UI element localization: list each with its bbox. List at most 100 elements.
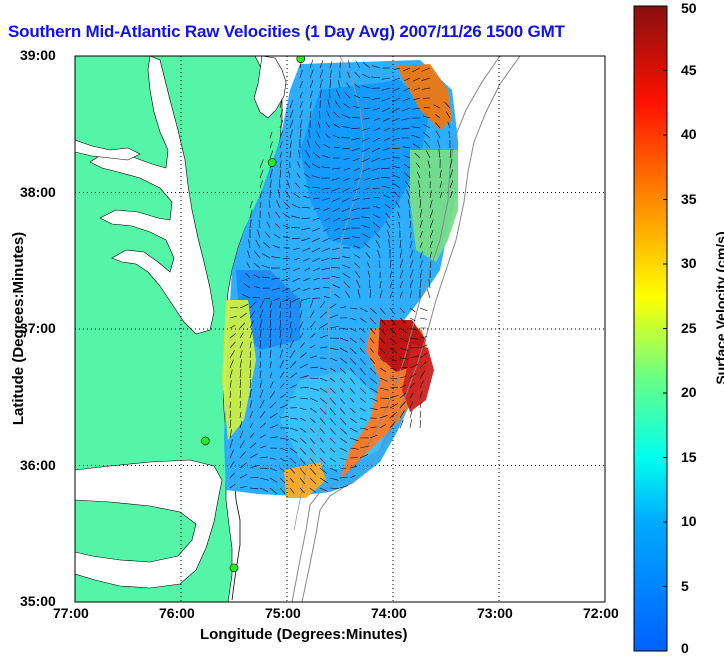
- velocity-arrow: [303, 277, 311, 282]
- velocity-arrow: [402, 146, 411, 149]
- velocity-arrow: [371, 65, 381, 69]
- velocity-arrow: [321, 257, 331, 262]
- velocity-arrow: [272, 297, 281, 301]
- velocity-arrow: [422, 123, 431, 129]
- velocity-arrow: [401, 117, 411, 121]
- velocity-arrow: [322, 237, 331, 242]
- velocity-arrow: [339, 377, 345, 384]
- velocity-arrow: [409, 220, 411, 229]
- velocity-arrow: [389, 403, 398, 409]
- velocity-arrow: [319, 300, 326, 309]
- velocity-arrow: [373, 222, 381, 229]
- velocity-arrow: [279, 404, 288, 409]
- velocity-arrow: [249, 379, 252, 389]
- velocity-arrow: [419, 344, 428, 349]
- velocity-arrow: [294, 182, 301, 189]
- velocity-arrow: [359, 307, 368, 313]
- velocity-arrow: [349, 377, 356, 385]
- velocity-arrow: [392, 127, 401, 131]
- velocity-arrow: [349, 427, 358, 433]
- velocity-arrow: [302, 247, 311, 252]
- velocity-arrow: [349, 357, 357, 365]
- velocity-arrow: [429, 261, 432, 269]
- velocity-arrow: [279, 160, 282, 169]
- velocity-arrow: [309, 79, 314, 89]
- velocity-arrow: [349, 317, 356, 321]
- velocity-arrow: [303, 257, 311, 262]
- velocity-arrow: [279, 487, 286, 495]
- velocity-arrow: [401, 127, 411, 130]
- velocity-arrow: [259, 399, 265, 409]
- velocity-arrow: [302, 207, 311, 209]
- velocity-arrow: [269, 179, 272, 189]
- velocity-arrow: [299, 457, 306, 466]
- velocity-arrow: [381, 167, 391, 170]
- velocity-arrow: [309, 447, 316, 455]
- velocity-arrow: [259, 319, 263, 329]
- map-title: Southern Mid-Atlantic Raw Velocities (1 …: [8, 22, 565, 41]
- velocity-arrow: [289, 119, 294, 129]
- velocity-arrow: [352, 105, 361, 109]
- velocity-arrow: [313, 287, 321, 290]
- velocity-arrow: [329, 437, 336, 444]
- velocity-arrow: [319, 417, 326, 425]
- velocity-arrow: [399, 259, 404, 269]
- shelf-contour: [293, 56, 365, 531]
- velocity-arrow: [249, 310, 256, 319]
- velocity-arrow: [356, 279, 361, 289]
- radar-station-marker: [229, 563, 239, 573]
- velocity-arrow: [253, 285, 261, 289]
- velocity-arrow: [299, 417, 306, 422]
- velocity-arrow: [319, 427, 325, 434]
- velocity-arrow: [289, 129, 293, 139]
- velocity-arrow: [309, 397, 319, 403]
- y-tick-label: 38:00: [20, 183, 56, 200]
- velocity-arrow: [279, 99, 283, 109]
- velocity-arrow: [239, 485, 247, 489]
- velocity-arrow: [269, 372, 273, 379]
- velocity-arrow: [394, 67, 401, 70]
- velocity-arrow: [399, 249, 403, 259]
- velocity-arrow: [412, 143, 421, 149]
- velocity-arrow: [309, 407, 317, 413]
- velocity-arrow: [289, 417, 298, 420]
- velocity-arrow: [306, 139, 311, 149]
- velocity-arrow: [362, 127, 371, 131]
- velocity-arrow: [279, 130, 284, 139]
- velocity-arrow: [309, 366, 319, 369]
- velocity-arrow: [318, 111, 321, 119]
- velocity-arrow: [321, 187, 331, 190]
- velocity-arrow: [339, 447, 348, 452]
- velocity-arrow: [299, 437, 307, 444]
- velocity-arrow: [393, 137, 401, 140]
- x-axis-label: Longitude (Degrees:Minutes): [200, 626, 408, 643]
- velocity-arrow: [342, 187, 351, 193]
- velocity-arrow: [282, 297, 291, 303]
- velocity-arrow: [301, 217, 311, 219]
- velocity-arrow: [259, 329, 262, 339]
- velocity-arrow: [248, 239, 251, 249]
- velocity-arrow: [332, 123, 341, 129]
- velocity-arrow: [359, 427, 368, 430]
- velocity-arrow: [342, 177, 351, 182]
- velocity-arrow: [336, 89, 341, 99]
- velocity-arrow: [249, 442, 257, 449]
- velocity-arrow: [369, 367, 377, 375]
- velocity-arrow: [373, 117, 381, 121]
- radar-stations: [201, 56, 306, 573]
- velocity-arrow: [359, 397, 367, 403]
- velocity-arrow: [433, 104, 441, 109]
- velocity-arrow: [367, 270, 371, 279]
- velocity-arrow: [229, 483, 236, 489]
- velocity-arrow: [351, 137, 361, 141]
- velocity-arrow: [381, 97, 391, 102]
- velocity-arrow: [249, 410, 253, 419]
- velocity-arrow: [391, 107, 401, 113]
- velocity-arrow: [275, 211, 281, 219]
- velocity-arrow: [312, 217, 321, 221]
- velocity-arrow: [322, 277, 331, 279]
- velocity-arrow: [271, 277, 281, 280]
- velocity-arrow: [342, 102, 351, 109]
- velocity-arrow: [269, 339, 272, 349]
- velocity-arrow: [382, 147, 391, 151]
